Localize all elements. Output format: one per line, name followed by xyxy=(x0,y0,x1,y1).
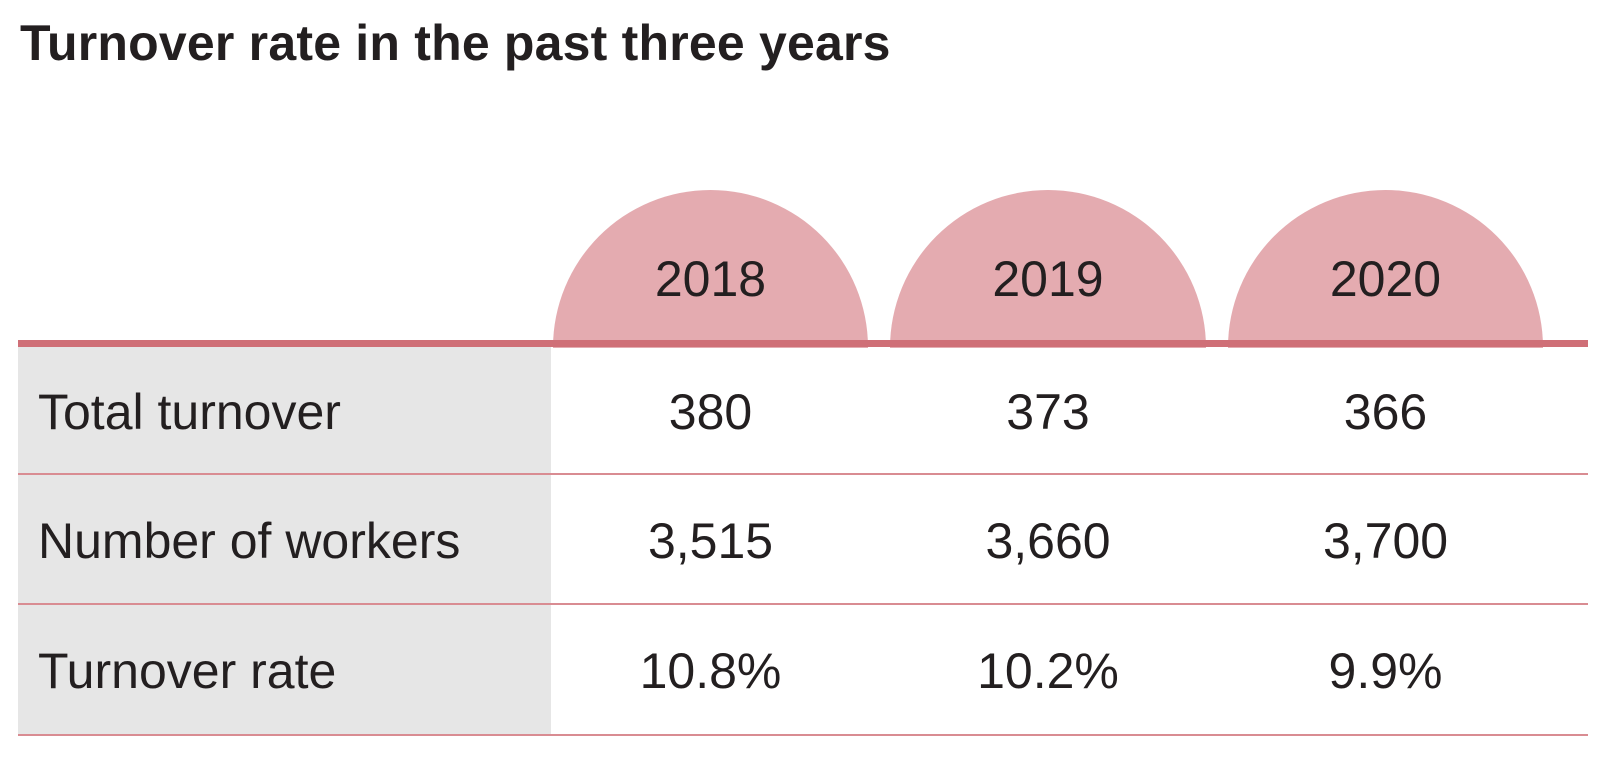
cell-turnover-rate-2019: 10.2% xyxy=(977,643,1119,699)
row-divider-2 xyxy=(18,603,1588,605)
page-title: Turnover rate in the past three years xyxy=(20,15,891,71)
table-row-turnover-rate: Turnover rate 10.8% 10.2% 9.9% xyxy=(18,606,1588,736)
cell-total-turnover-2020: 366 xyxy=(1343,384,1428,440)
cell-number-of-workers-2020: 3,700 xyxy=(1322,513,1449,569)
row-label-total-turnover: Total turnover xyxy=(38,384,341,440)
cell-turnover-rate-2018: 10.8% xyxy=(639,643,782,699)
year-header-2018: 2018 xyxy=(553,190,868,348)
row-label-panel xyxy=(18,347,551,736)
year-header-2020: 2020 xyxy=(1228,190,1543,348)
header-divider xyxy=(18,340,1588,347)
cell-total-turnover-2018: 380 xyxy=(668,384,753,440)
row-divider-3 xyxy=(18,734,1588,736)
table-row-number-of-workers: Number of workers 3,515 3,660 3,700 xyxy=(18,476,1588,606)
row-label-number-of-workers: Number of workers xyxy=(38,513,461,569)
cell-number-of-workers-2019: 3,660 xyxy=(985,513,1111,569)
table-row-total-turnover: Total turnover 380 373 366 xyxy=(18,347,1588,477)
row-label-turnover-rate: Turnover rate xyxy=(38,643,337,699)
row-divider-1 xyxy=(18,473,1588,475)
year-header-2019: 2019 xyxy=(890,190,1206,348)
cell-total-turnover-2019: 373 xyxy=(1006,384,1090,440)
cell-number-of-workers-2018: 3,515 xyxy=(647,513,774,569)
cell-turnover-rate-2020: 9.9% xyxy=(1328,643,1443,699)
